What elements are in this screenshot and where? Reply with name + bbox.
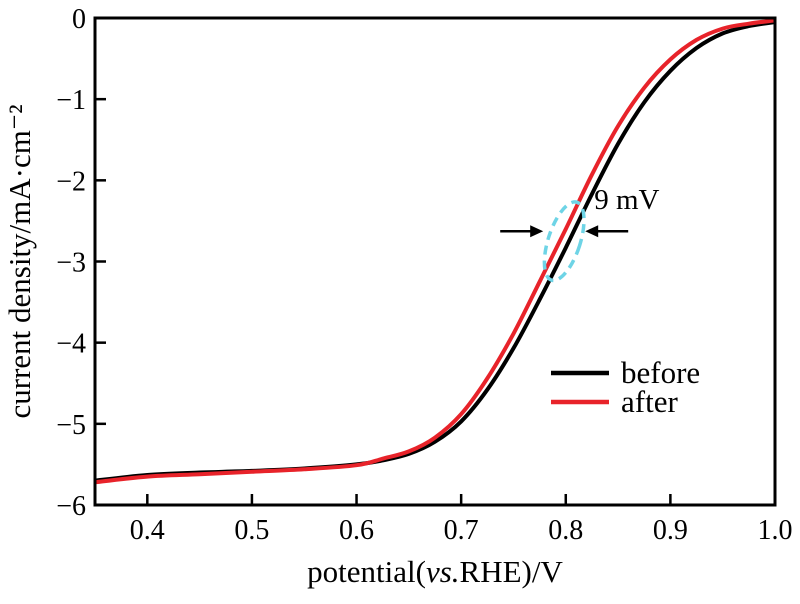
- plot-frame: [93, 16, 777, 507]
- y-tick-label: −3: [56, 248, 86, 279]
- x-tick-label: 0.5: [234, 515, 269, 546]
- left-arrow-head: [530, 225, 544, 238]
- legend-label-before: before: [621, 355, 700, 390]
- x-tick-label: 0.8: [548, 515, 583, 546]
- x-tick-label: 1.0: [758, 515, 793, 546]
- right-arrow-head: [585, 225, 599, 238]
- x-axis-title: potential(vs.RHE)/V: [307, 554, 563, 589]
- frame-layer: [93, 16, 777, 507]
- y-tick-label: 0: [72, 4, 86, 35]
- x-tick-label: 0.7: [444, 515, 479, 546]
- x-axis-title-pre: potential(: [307, 554, 426, 589]
- x-tick-label: 0.9: [653, 515, 688, 546]
- legend-label-after: after: [621, 384, 678, 419]
- axes-layer: 0.4 0.5 0.6 0.7 0.8 0.9 1.0 0 −1 −2 −3 −4 −5 −6: [56, 4, 792, 546]
- annotation-layer: 9 mV: [500, 184, 660, 283]
- curve-after: [95, 18, 775, 485]
- y-tick-label: −5: [56, 410, 86, 441]
- y-tick-label: −4: [56, 329, 86, 360]
- highlight-ellipse: [542, 200, 586, 283]
- shift-annotation-text: 9 mV: [594, 184, 659, 216]
- series-layer: [95, 18, 775, 485]
- x-tick-label: 0.4: [130, 515, 165, 546]
- y-tick-label: −1: [56, 85, 86, 116]
- y-tick-label: −2: [56, 166, 86, 197]
- x-axis-title-vs: vs.: [426, 554, 460, 589]
- y-axis-title: current density/mA·cm⁻²: [2, 104, 37, 418]
- y-tick-label: −6: [56, 491, 86, 522]
- x-tick-label: 0.6: [339, 515, 374, 546]
- x-axis-title-post: RHE)/V: [460, 554, 564, 589]
